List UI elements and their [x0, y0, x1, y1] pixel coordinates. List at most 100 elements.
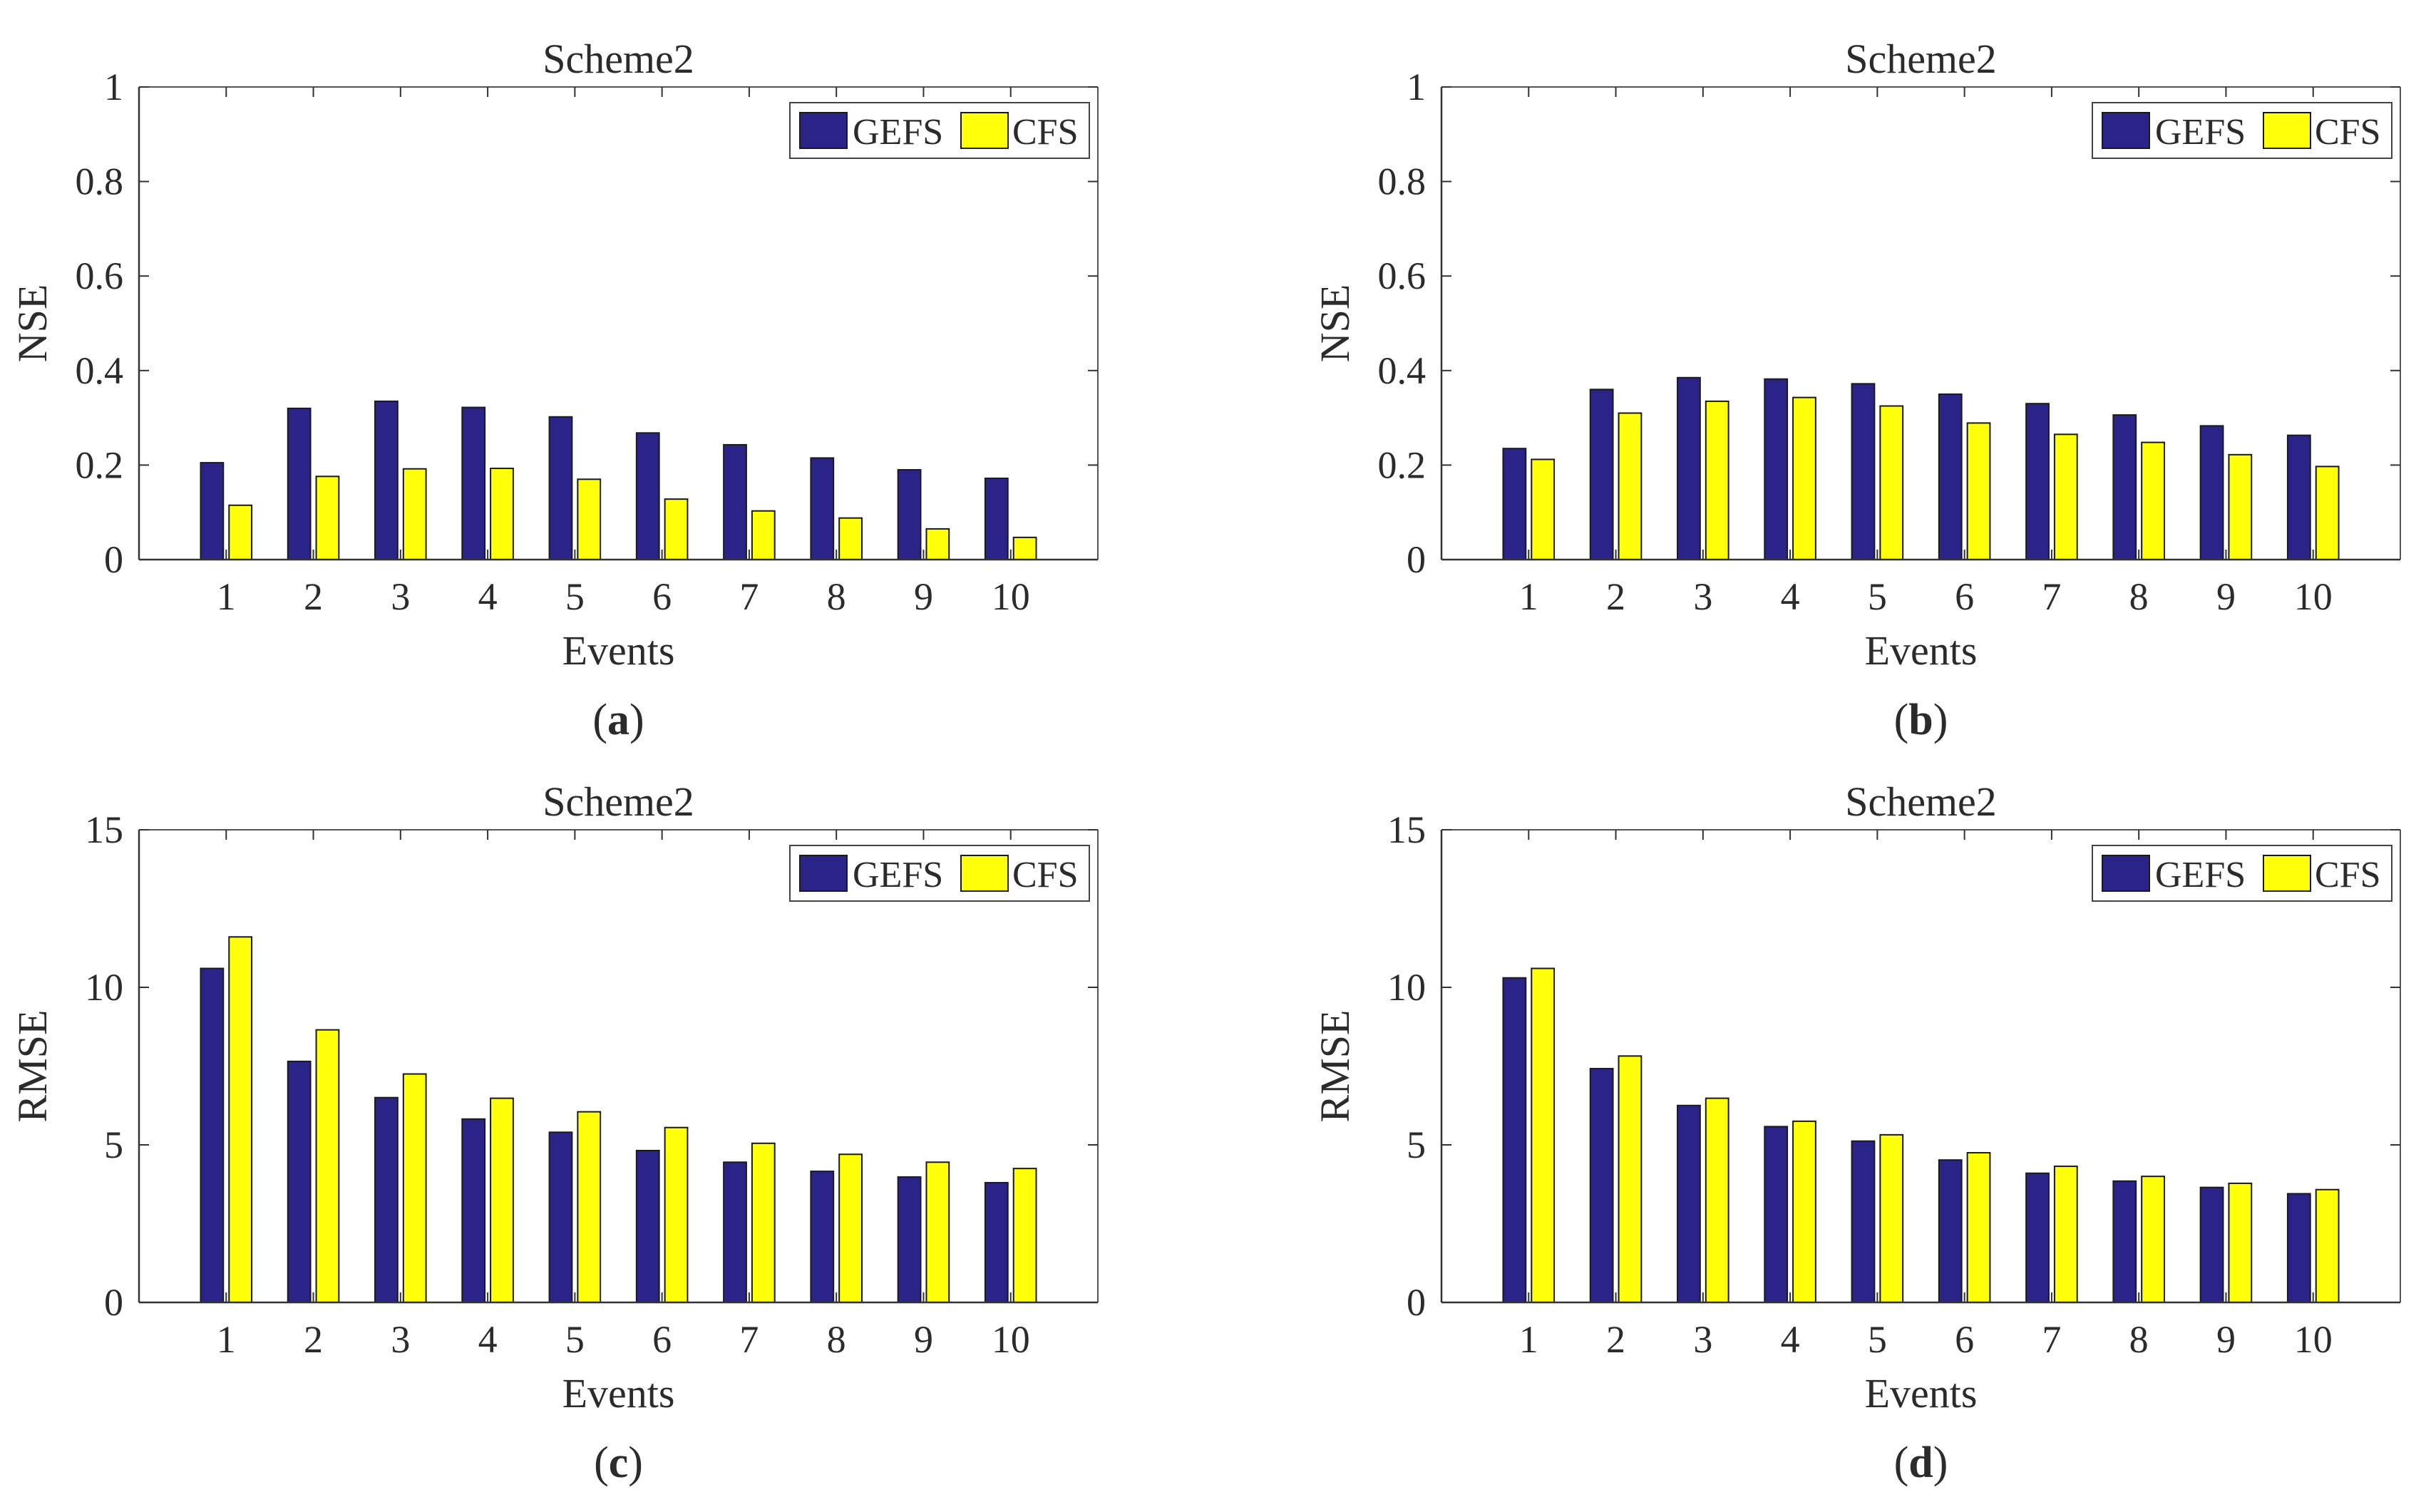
bar-gefs-event-10 [984, 1182, 1009, 1304]
legend-label-cfs: CFS [1012, 112, 1079, 153]
y-axis-label: NSE [9, 284, 56, 363]
bar-gefs-event-1 [1502, 977, 1527, 1303]
bar-cfs-event-5 [1879, 1133, 1904, 1303]
bar-gefs-event-8 [2112, 1180, 2137, 1303]
x-tick-label: 7 [739, 1318, 759, 1361]
bar-cfs-event-8 [838, 1153, 863, 1304]
bar-gefs-event-7 [723, 1161, 747, 1304]
bar-gefs-event-3 [374, 1096, 399, 1303]
chart-title: Scheme2 [1845, 36, 1997, 82]
bar-cfs-event-8 [838, 517, 863, 561]
x-tick-label: 4 [478, 1318, 498, 1361]
x-tick-label: 2 [1606, 1318, 1625, 1361]
bar-gefs-event-9 [2199, 1186, 2224, 1304]
bar-cfs-event-3 [402, 1073, 427, 1304]
bar-cfs-event-9 [2228, 453, 2253, 561]
bar-cfs-event-4 [1792, 1120, 1816, 1303]
bar-gefs-event-5 [548, 416, 573, 560]
y-tick-label: 0 [104, 1281, 123, 1324]
bar-cfs-event-9 [2228, 1182, 2253, 1303]
y-tick-label: 0.4 [1378, 349, 1427, 392]
x-tick-label: 9 [2216, 1318, 2236, 1361]
bar-gefs-event-2 [287, 407, 312, 561]
panel-label: (b) [1894, 696, 1948, 744]
legend: GEFS CFS [2092, 845, 2392, 902]
bar-cfs-event-6 [1966, 1152, 1991, 1304]
x-tick-label: 1 [217, 575, 236, 618]
bar-cfs-event-1 [228, 936, 253, 1303]
bar-cfs-event-9 [925, 1161, 950, 1304]
y-tick-label: 0.8 [1378, 160, 1427, 203]
bar-cfs-event-7 [751, 1142, 776, 1304]
y-tick-label: 0.4 [76, 349, 124, 392]
legend-swatch-gefs [799, 112, 848, 149]
bar-gefs-event-1 [200, 967, 225, 1303]
x-tick-label: 7 [739, 575, 759, 618]
panel-label: (d) [1894, 1439, 1948, 1487]
y-tick-label: 5 [104, 1123, 123, 1166]
x-tick-label: 3 [1693, 1318, 1712, 1361]
bar-cfs-event-2 [315, 475, 340, 561]
x-tick-label: 1 [217, 1318, 236, 1361]
x-tick-label: 8 [2129, 1318, 2149, 1361]
bar-gefs-event-6 [1938, 1159, 1963, 1303]
y-tick-label: 0 [1407, 538, 1426, 581]
x-tick-label: 10 [2294, 575, 2333, 618]
legend-swatch-gefs [2102, 112, 2150, 149]
legend-label-cfs: CFS [1012, 855, 1079, 895]
bar-cfs-event-8 [2141, 1176, 2165, 1303]
chart-title: Scheme2 [1845, 778, 1997, 825]
bar-cfs-event-3 [402, 468, 427, 560]
y-tick-label: 5 [1407, 1123, 1426, 1166]
bar-gefs-event-3 [1677, 1104, 1701, 1303]
bar-cfs-event-8 [2141, 441, 2165, 560]
x-tick-label: 6 [652, 575, 672, 618]
bar-gefs-event-10 [2286, 434, 2311, 560]
bar-cfs-event-7 [751, 510, 776, 560]
legend: GEFS CFS [2092, 102, 2392, 159]
bar-gefs-event-7 [723, 443, 747, 560]
bar-cfs-event-9 [925, 528, 950, 561]
y-tick-label: 1 [104, 66, 123, 108]
legend-swatch-cfs [2263, 112, 2311, 149]
x-tick-label: 3 [391, 575, 410, 618]
x-axis-label: Events [562, 627, 675, 674]
y-tick-label: 0 [104, 538, 123, 581]
x-tick-label: 5 [1868, 575, 1887, 618]
x-axis-label: Events [1865, 627, 1978, 674]
legend-swatch-cfs [960, 112, 1009, 149]
x-tick-label: 9 [914, 1318, 933, 1361]
bar-cfs-event-10 [1012, 536, 1037, 560]
bar-gefs-event-4 [461, 406, 486, 560]
y-tick-label: 0 [1407, 1281, 1426, 1324]
y-tick-label: 0.2 [1378, 443, 1427, 486]
bar-gefs-event-4 [1764, 378, 1789, 561]
x-tick-label: 4 [1781, 575, 1800, 618]
x-tick-label: 8 [827, 1318, 846, 1361]
bar-cfs-event-6 [1966, 422, 1991, 560]
x-tick-label: 2 [1606, 575, 1625, 618]
y-tick-label: 10 [85, 966, 123, 1009]
chart-panel-c: 0 5 10 15 1 2 3 4 5 6 7 8 9 10 Scheme2 Events RMSE GEFS CF… [9, 778, 1099, 1487]
bar-cfs-event-10 [2315, 1188, 2340, 1304]
bar-gefs-event-10 [984, 477, 1009, 560]
bar-cfs-event-7 [2053, 1166, 2078, 1304]
y-axis-label: NSE [1312, 284, 1358, 363]
legend: GEFS CFS [789, 845, 1090, 902]
y-tick-label: 0.6 [1378, 254, 1427, 297]
x-tick-label: 4 [1781, 1318, 1800, 1361]
bar-gefs-event-3 [374, 400, 399, 561]
x-tick-label: 5 [565, 1318, 585, 1361]
x-tick-label: 5 [565, 575, 585, 618]
x-tick-label: 10 [992, 1318, 1030, 1361]
x-tick-label: 1 [1519, 575, 1538, 618]
x-tick-label: 7 [2042, 575, 2061, 618]
bar-gefs-event-6 [635, 1149, 660, 1304]
chart-title: Scheme2 [543, 36, 694, 82]
bar-gefs-event-3 [1677, 376, 1701, 560]
legend-label-gefs: GEFS [853, 855, 943, 895]
x-tick-label: 2 [304, 575, 323, 618]
bar-cfs-event-4 [1792, 396, 1816, 560]
x-tick-label: 2 [304, 1318, 323, 1361]
